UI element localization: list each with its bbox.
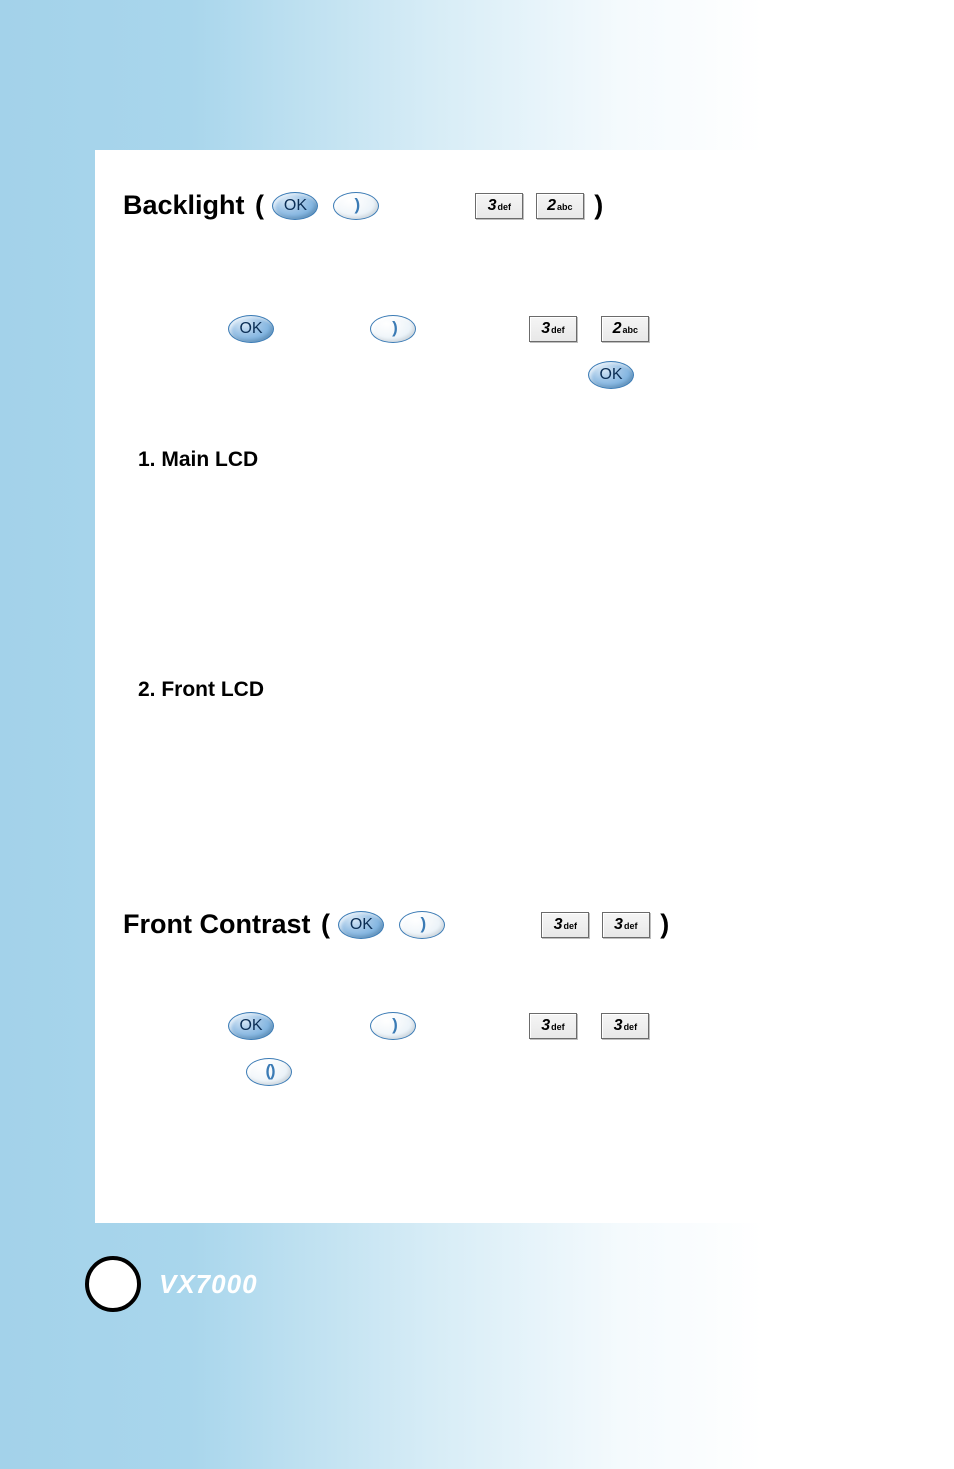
key-2abc[interactable]: 2abc	[536, 193, 584, 219]
backlight-heading-row: Backlight ( OK ) 3def 2abc )	[123, 190, 603, 221]
nav-right-icon[interactable]: )	[333, 192, 379, 220]
key-3def[interactable]: 3def	[529, 316, 577, 342]
model-label: VX7000	[159, 1269, 258, 1300]
key-3def[interactable]: 3def	[541, 912, 589, 938]
nav-right-icon[interactable]: )	[399, 911, 445, 939]
ok-button[interactable]: OK	[588, 361, 634, 389]
ok-button[interactable]: OK	[272, 192, 318, 220]
paren-open: (	[321, 909, 330, 940]
ok-button[interactable]: OK	[338, 911, 384, 939]
front-contrast-step-row: OK ) 3def 3def	[228, 1012, 649, 1040]
paren-close: )	[660, 909, 669, 940]
nav-right-icon[interactable]: )	[370, 1012, 416, 1040]
key-3def[interactable]: 3def	[602, 912, 650, 938]
footer: VX7000	[85, 1254, 258, 1314]
backlight-step-ok2: OK	[588, 361, 634, 389]
nav-left-right-icon[interactable]: ( )	[246, 1058, 292, 1086]
key-3def[interactable]: 3def	[475, 193, 523, 219]
main-lcd-heading: 1. Main LCD	[138, 448, 258, 472]
key-3def[interactable]: 3def	[529, 1013, 577, 1039]
backlight-step-row: OK ) 3def 2abc	[228, 315, 649, 343]
ok-button[interactable]: OK	[228, 315, 274, 343]
paren-close: )	[594, 190, 603, 221]
footer-circle-icon	[85, 1256, 141, 1312]
backlight-heading: Backlight	[123, 190, 245, 221]
nav-right-icon[interactable]: )	[370, 315, 416, 343]
front-lcd-heading: 2. Front LCD	[138, 678, 264, 702]
key-3def[interactable]: 3def	[601, 1013, 649, 1039]
key-2abc[interactable]: 2abc	[601, 316, 649, 342]
content-panel: Backlight ( OK ) 3def 2abc ) OK ) 3def 2…	[95, 150, 894, 1223]
front-contrast-nav2: ( )	[246, 1058, 292, 1086]
front-contrast-heading-row: Front Contrast ( OK ) 3def 3def )	[123, 909, 669, 940]
paren-open: (	[255, 190, 264, 221]
front-contrast-heading: Front Contrast	[123, 909, 310, 940]
page: Backlight ( OK ) 3def 2abc ) OK ) 3def 2…	[0, 0, 954, 1469]
ok-button[interactable]: OK	[228, 1012, 274, 1040]
